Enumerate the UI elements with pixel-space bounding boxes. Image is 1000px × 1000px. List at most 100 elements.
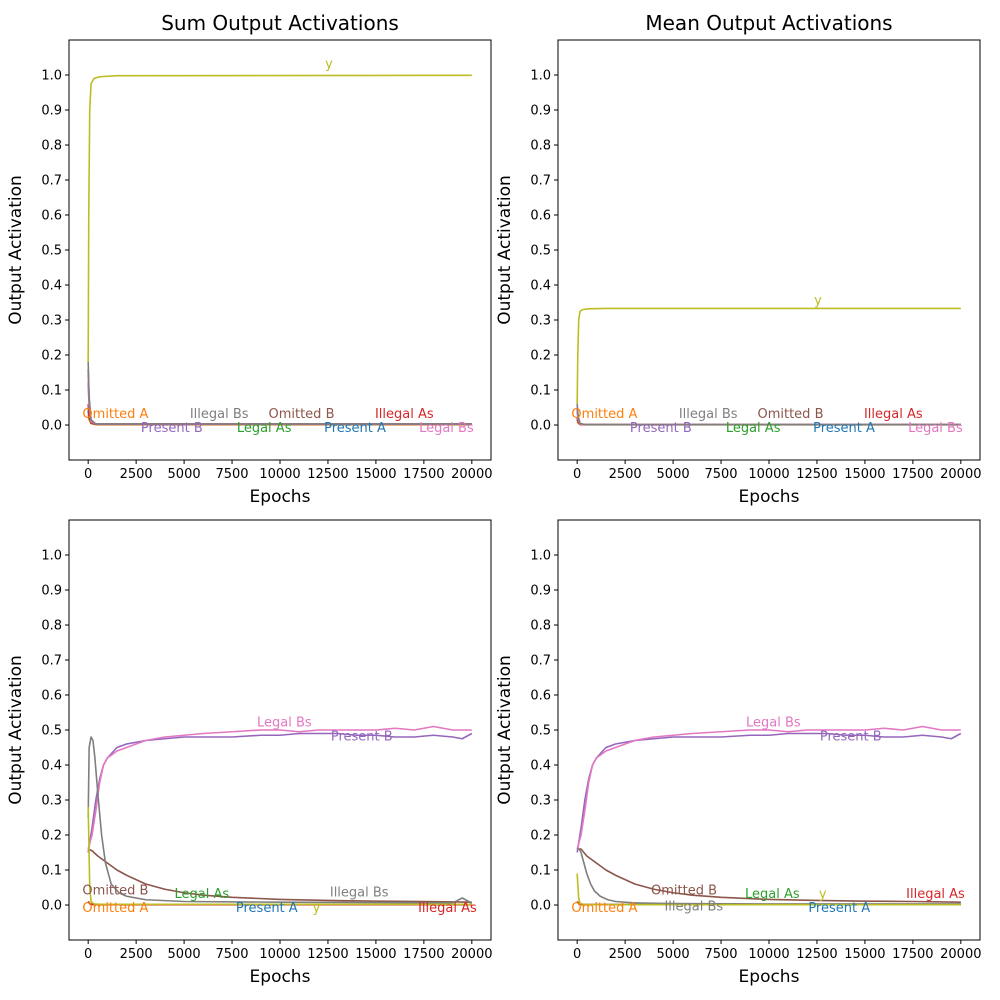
y-tick-label: 0.1 — [41, 384, 62, 399]
axes-frame — [557, 39, 981, 461]
series-label-omitted-a: Omitted A — [571, 407, 637, 422]
y-tick-label: 1.0 — [41, 549, 62, 564]
x-tick-label: 0 — [573, 467, 581, 482]
y-tick-label: 1.0 — [530, 69, 551, 84]
series-label-omitted-b: Omitted B — [757, 407, 823, 422]
series-label-y: y — [325, 57, 333, 72]
y-tick-label: 0.8 — [530, 619, 551, 634]
series-line-y — [576, 873, 961, 906]
series-label-legal-bs: Legal Bs — [746, 716, 801, 731]
x-tick-label: 5000 — [657, 467, 690, 482]
series-label-present-b: Present B — [331, 730, 393, 745]
x-tick-label: 2500 — [609, 467, 642, 482]
series-label-omitted-b: Omitted B — [82, 884, 148, 899]
y-tick-label: 0.9 — [41, 584, 62, 599]
y-tick-label: 0.2 — [41, 829, 62, 844]
y-tick-label: 0.7 — [530, 654, 551, 669]
x-tick-label: 10000 — [748, 467, 789, 482]
y-tick-label: 0.1 — [41, 864, 62, 879]
series-label-legal-as: Legal As — [175, 887, 230, 902]
series-label-present-b: Present B — [141, 421, 203, 436]
series-label-legal-as: Legal As — [726, 421, 781, 436]
series-label-legal-bs: Legal Bs — [257, 716, 312, 731]
x-tick-label: 20000 — [940, 947, 981, 962]
series-label-legal-bs: Legal Bs — [419, 421, 474, 436]
chart-title: Mean Output Activations — [645, 11, 892, 35]
series-label-present-a: Present A — [813, 421, 875, 436]
y-tick-label: 0.5 — [530, 244, 551, 259]
y-tick-label: 0.2 — [530, 349, 551, 364]
x-tick-label: 17500 — [403, 947, 444, 962]
x-tick-label: 0 — [84, 467, 92, 482]
y-tick-label: 0.1 — [530, 384, 551, 399]
x-tick-label: 15000 — [355, 467, 396, 482]
x-tick-label: 7500 — [215, 467, 248, 482]
x-tick-label: 12500 — [307, 467, 348, 482]
y-tick-label: 0.9 — [530, 584, 551, 599]
y-tick-label: 0.5 — [41, 724, 62, 739]
y-tick-label: 0.4 — [41, 759, 62, 774]
series-label-legal-as: Legal As — [745, 887, 800, 902]
series-label-legal-as: Legal As — [237, 421, 292, 436]
chart-panel-3: 0 2500 5000 7500 10000 12500 15000 17500 20000 0.… — [6, 519, 492, 987]
series-line-illegal-bs — [87, 736, 473, 904]
x-tick-label: 15000 — [355, 947, 396, 962]
series-line-present-b — [87, 732, 473, 853]
x-tick-label: 17500 — [892, 947, 933, 962]
series-line-omitted-b — [577, 848, 961, 903]
y-tick-label: 1.0 — [41, 69, 62, 84]
series-lines — [576, 307, 961, 426]
series-lines — [87, 74, 472, 426]
series-lines — [87, 725, 473, 906]
y-tick-label: 0.8 — [41, 139, 62, 154]
series-label-illegal-bs: Illegal Bs — [330, 885, 389, 900]
y-tick-label: 0.1 — [530, 864, 551, 879]
y-tick-label: 0.5 — [41, 244, 62, 259]
series-line-omitted-b — [87, 848, 472, 903]
series-label-illegal-bs: Illegal Bs — [679, 407, 738, 422]
series-label-legal-bs: Legal Bs — [908, 421, 963, 436]
y-tick-label: 0.6 — [530, 689, 551, 704]
x-tick-label: 15000 — [844, 467, 885, 482]
x-tick-label: 12500 — [796, 467, 837, 482]
y-tick-label: 0.3 — [530, 794, 551, 809]
series-label-omitted-b: Omitted B — [268, 407, 334, 422]
series-line-illegal-bs — [577, 848, 961, 905]
y-tick-label: 0.7 — [41, 174, 62, 189]
y-tick-label: 0.7 — [41, 654, 62, 669]
y-tick-label: 0.3 — [530, 314, 551, 329]
series-line-y — [87, 806, 472, 906]
series-label-present-a: Present A — [324, 421, 386, 436]
x-tick-label: 7500 — [704, 467, 737, 482]
series-label-illegal-as: Illegal As — [864, 407, 923, 422]
y-tick-label: 0.6 — [530, 209, 551, 224]
y-axis-label: Output Activation — [6, 655, 26, 805]
series-line-legal-bs — [87, 725, 472, 850]
x-axis-label: Epochs — [250, 487, 311, 507]
x-axis-label: Epochs — [250, 967, 311, 987]
series-label-present-a: Present A — [236, 901, 298, 916]
series-label-omitted-a: Omitted A — [571, 901, 637, 916]
series-label-present-a: Present A — [808, 901, 870, 916]
x-tick-label: 10000 — [748, 947, 789, 962]
chart-panel-1: 0 2500 5000 7500 10000 12500 15000 17500 20000 0.… — [6, 11, 492, 507]
x-tick-label: 15000 — [844, 947, 885, 962]
series-label-omitted-a: Omitted A — [82, 901, 148, 916]
y-tick-label: 0.3 — [41, 794, 62, 809]
series-label-present-b: Present B — [820, 730, 882, 745]
y-tick-label: 0.2 — [530, 829, 551, 844]
series-label-omitted-b: Omitted B — [651, 884, 717, 899]
series-label-illegal-bs: Illegal Bs — [664, 899, 723, 914]
series-label-illegal-as: Illegal As — [375, 407, 434, 422]
series-line-present-b — [576, 732, 962, 853]
x-tick-label: 5000 — [168, 947, 201, 962]
y-tick-label: 0.4 — [41, 279, 62, 294]
y-tick-label: 0.3 — [41, 314, 62, 329]
y-tick-label: 0.8 — [41, 619, 62, 634]
y-tick-label: 0.2 — [41, 349, 62, 364]
series-label-y: y — [313, 901, 321, 916]
x-tick-label: 7500 — [704, 947, 737, 962]
x-tick-label: 20000 — [451, 947, 492, 962]
series-lines — [576, 725, 962, 906]
